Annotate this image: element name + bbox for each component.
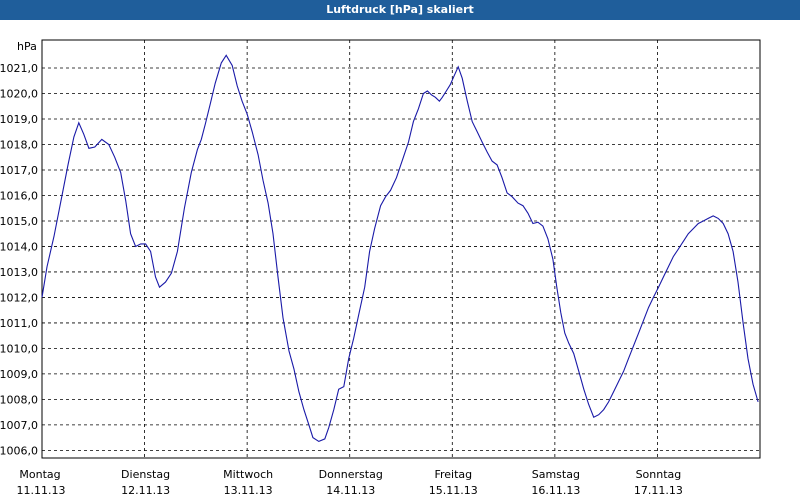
y-tick-label: 1008,0 bbox=[0, 393, 38, 406]
x-tick-label-day: Samstag bbox=[532, 468, 580, 481]
y-tick-label: 1016,0 bbox=[0, 189, 38, 202]
x-tick-label-day: Sonntag bbox=[636, 468, 682, 481]
y-tick-label: 1020,0 bbox=[0, 88, 38, 101]
series-line-luftdruck bbox=[41, 54, 759, 443]
x-tick-label-date: 16.11.13 bbox=[531, 484, 580, 497]
x-tick-label-date: 14.11.13 bbox=[326, 484, 375, 497]
y-tick-label: 1018,0 bbox=[0, 139, 38, 152]
y-tick-label: 1009,0 bbox=[0, 368, 38, 381]
x-tick-label-day: Freitag bbox=[434, 468, 472, 481]
y-tick-label: 1017,0 bbox=[0, 164, 38, 177]
y-tick-label: 1007,0 bbox=[0, 419, 38, 432]
x-tick-label-date: 11.11.13 bbox=[17, 484, 66, 497]
x-tick-label-day: Dienstag bbox=[121, 468, 170, 481]
x-tick-label-day: Mittwoch bbox=[223, 468, 273, 481]
x-tick-label-date: 12.11.13 bbox=[121, 484, 170, 497]
y-tick-label: 1006,0 bbox=[0, 444, 38, 457]
y-tick-label: 1010,0 bbox=[0, 342, 38, 355]
chart-title: Luftdruck [hPa] skaliert bbox=[0, 0, 800, 20]
y-tick-label: 1019,0 bbox=[0, 113, 38, 126]
line-chart: 1006,0 1007,0 1008,0 1009,0 1010,0 1011,0 1012… bbox=[0, 39, 761, 497]
x-tick-label-day: Donnerstag bbox=[319, 468, 383, 481]
x-tick-labels: Montag 11.11.13 Dienstag 12.11.13 Mittwoch 13… bbox=[17, 468, 683, 497]
y-tick-label: 1014,0 bbox=[0, 240, 38, 253]
y-tick-labels: 1006,0 1007,0 1008,0 1009,0 1010,0 1011,0 1012… bbox=[0, 62, 38, 457]
y-tick-label: 1011,0 bbox=[0, 317, 38, 330]
x-tick-label-date: 13.11.13 bbox=[224, 484, 273, 497]
y-axis-unit-label: hPa bbox=[17, 40, 37, 53]
y-tick-label: 1015,0 bbox=[0, 215, 38, 228]
chart-area: 1006,0 1007,0 1008,0 1009,0 1010,0 1011,0 1012… bbox=[0, 20, 800, 500]
x-tick-label-date: 15.11.13 bbox=[429, 484, 478, 497]
y-tick-label: 1013,0 bbox=[0, 266, 38, 279]
y-tick-label: 1021,0 bbox=[0, 62, 38, 75]
x-tick-label-date: 17.11.13 bbox=[634, 484, 683, 497]
y-tick-label: 1012,0 bbox=[0, 291, 38, 304]
grid-lines bbox=[42, 40, 760, 458]
x-tick-label-day: Montag bbox=[19, 468, 60, 481]
plot-background bbox=[41, 39, 761, 459]
